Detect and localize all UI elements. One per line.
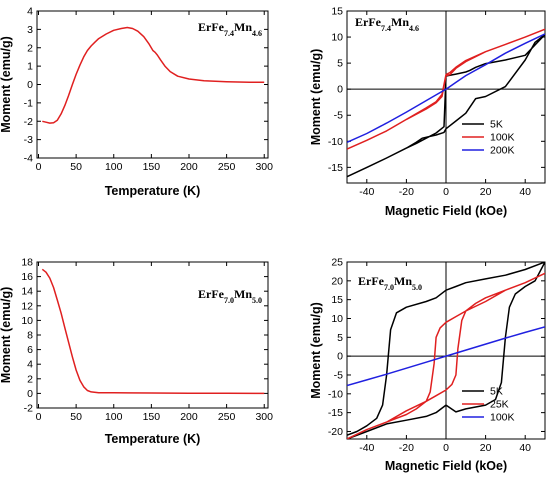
legend-label: 5K [490, 386, 503, 398]
series-line-1 [42, 26, 265, 124]
y-tick-label: 8 [27, 330, 33, 342]
y-tick-label: 15 [331, 6, 343, 18]
y-tick-label: 1 [27, 61, 33, 73]
y-tick-label: 16 [21, 271, 33, 283]
y-tick-label: 5 [337, 332, 343, 344]
y-tick-label: -1 [24, 97, 33, 109]
x-axis-label: Temperature (K) [105, 184, 201, 198]
series-line-5k [347, 33, 545, 178]
y-tick-label: 0 [337, 351, 343, 363]
y-axis-label: Moment (emu/g) [0, 287, 13, 384]
x-tick-label: 0 [36, 161, 42, 173]
y-tick-label: 6 [27, 344, 33, 356]
y-tick-label: 18 [21, 257, 33, 269]
x-tick-label: 0 [36, 411, 42, 423]
x-tick-label: 20 [480, 186, 492, 198]
x-tick-label: 100 [105, 161, 123, 173]
x-tick-label: -40 [359, 186, 374, 198]
composition-label: ErFe7.4Mn4.6 [355, 15, 419, 33]
x-tick-label: 50 [70, 161, 82, 173]
series-line-100k [347, 28, 545, 150]
y-tick-label: -20 [328, 426, 343, 438]
chart-panel-top-left: 0 50 100 150 200 250 300 -4 -3 -2 -1 0 1 2 3 4 Temperatu… [0, 6, 273, 199]
x-tick-label: 50 [70, 411, 82, 423]
y-tick-label: 3 [27, 24, 33, 36]
legend-label: 5K [490, 119, 503, 131]
x-tick-label: 300 [255, 161, 273, 173]
x-tick-label: 150 [143, 411, 161, 423]
y-tick-label: -3 [24, 134, 33, 146]
x-tick-label: 40 [519, 186, 531, 198]
x-axis-label: Magnetic Field (kOe) [385, 459, 507, 473]
x-axis-label: Temperature (K) [105, 432, 201, 446]
y-tick-label: 10 [21, 315, 33, 327]
x-tick-label: 150 [143, 161, 161, 173]
x-tick-label: 200 [180, 411, 198, 423]
y-axis-label: Moment (emu/g) [309, 302, 323, 399]
series-line-5k [347, 262, 545, 439]
x-tick-label: 20 [480, 442, 492, 454]
y-axis-label: Moment (emu/g) [309, 49, 323, 146]
x-tick-label: 40 [519, 442, 531, 454]
composition-label: ErFe7.0Mn5.0 [358, 274, 422, 292]
y-tick-label: 12 [21, 300, 33, 312]
x-tick-label: 100 [105, 411, 123, 423]
chart-panel-bottom-left: 0 50 100 150 200 250 300-2024681012141618Tempe… [0, 257, 273, 447]
composition-label: ErFe7.0Mn5.0 [198, 287, 262, 305]
y-tick-label: -15 [328, 162, 343, 174]
y-tick-label: -10 [328, 388, 343, 400]
legend-label: 25K [490, 399, 509, 411]
legend-label: 100K [490, 412, 515, 424]
x-tick-label: -40 [359, 442, 374, 454]
y-axis-label: Moment (emu/g) [0, 36, 13, 133]
y-tick-label: 0 [27, 388, 33, 400]
x-tick-label: -20 [399, 442, 414, 454]
x-tick-label: 250 [218, 411, 236, 423]
y-tick-label: -5 [334, 110, 343, 122]
x-tick-label: 0 [443, 442, 449, 454]
y-tick-label: 15 [331, 294, 343, 306]
chart-panel-bottom-right: -40 -20 0 20 40 -20 -15 -10 -5 0 5 10 15 20 25 Magnetic… [309, 257, 546, 473]
y-tick-label: 4 [27, 359, 33, 371]
x-tick-label: -20 [399, 186, 414, 198]
legend-label: 200K [490, 145, 515, 157]
chart-panel-top-right: -40 -20 0 20 40 -15 -10 -5 0 5 10 15 Magnetic Field … [309, 6, 546, 218]
y-tick-label: -2 [24, 403, 33, 415]
y-tick-label: -2 [24, 116, 33, 128]
x-tick-label: 0 [443, 186, 449, 198]
y-tick-label: 4 [27, 6, 33, 18]
y-tick-label: 25 [331, 257, 343, 269]
y-tick-label: 0 [337, 84, 343, 96]
y-tick-label: -10 [328, 136, 343, 148]
x-axis-label: Magnetic Field (kOe) [385, 204, 507, 218]
legend-label: 100K [490, 132, 515, 144]
plot-frame [36, 261, 269, 409]
series-line-200k [347, 33, 545, 143]
x-tick-label: 250 [218, 161, 236, 173]
x-tick-label: 300 [255, 411, 273, 423]
y-tick-label: 20 [331, 275, 343, 287]
y-tick-label: -4 [24, 153, 33, 165]
y-tick-label: -5 [334, 369, 343, 381]
series-line-1 [41, 268, 265, 395]
series-line-25k [347, 272, 545, 439]
y-tick-label: 14 [21, 286, 33, 298]
composition-label: ErFe7.4Mn4.6 [198, 20, 262, 38]
y-tick-label: -15 [328, 407, 343, 419]
y-tick-label: 2 [27, 42, 33, 54]
y-tick-label: 10 [331, 313, 343, 325]
y-tick-label: 2 [27, 373, 33, 385]
y-tick-label: 10 [331, 32, 343, 44]
x-tick-label: 200 [180, 161, 198, 173]
series-line-100k [347, 326, 545, 387]
y-tick-label: 0 [27, 79, 33, 91]
y-tick-label: 5 [337, 58, 343, 70]
